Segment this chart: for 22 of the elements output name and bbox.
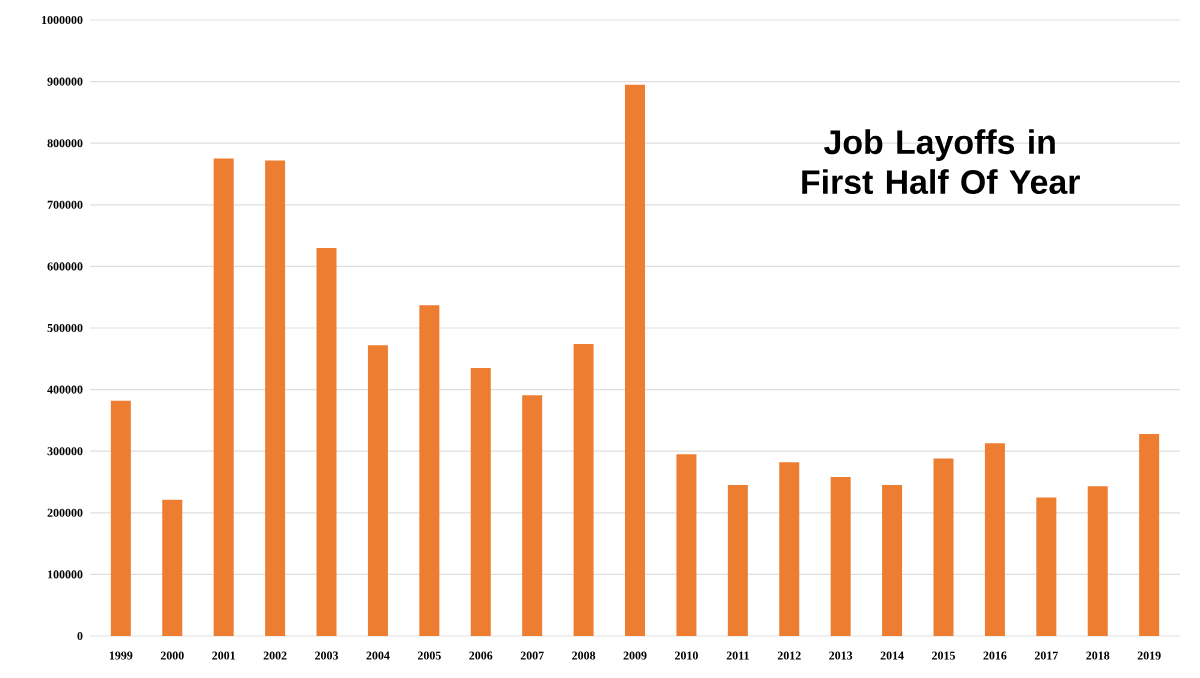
bar bbox=[676, 454, 697, 636]
bar bbox=[162, 499, 183, 636]
bar bbox=[470, 368, 491, 636]
bar bbox=[1036, 497, 1057, 636]
bar bbox=[933, 458, 954, 636]
bar bbox=[1139, 433, 1160, 636]
bar bbox=[110, 400, 131, 636]
bar bbox=[522, 395, 543, 636]
bar bbox=[882, 485, 903, 636]
bar bbox=[779, 462, 800, 636]
bar bbox=[265, 160, 286, 636]
bar bbox=[573, 344, 594, 636]
text: Job Layoffs in First Half Of Year bbox=[802, 129, 1080, 195]
bar bbox=[727, 485, 748, 636]
bar bbox=[419, 305, 440, 636]
bar bbox=[1087, 486, 1108, 636]
bar bbox=[830, 477, 851, 636]
bar bbox=[984, 443, 1005, 636]
bar bbox=[213, 158, 234, 636]
bar bbox=[367, 345, 388, 636]
bar bbox=[625, 84, 646, 636]
bar bbox=[316, 247, 337, 636]
